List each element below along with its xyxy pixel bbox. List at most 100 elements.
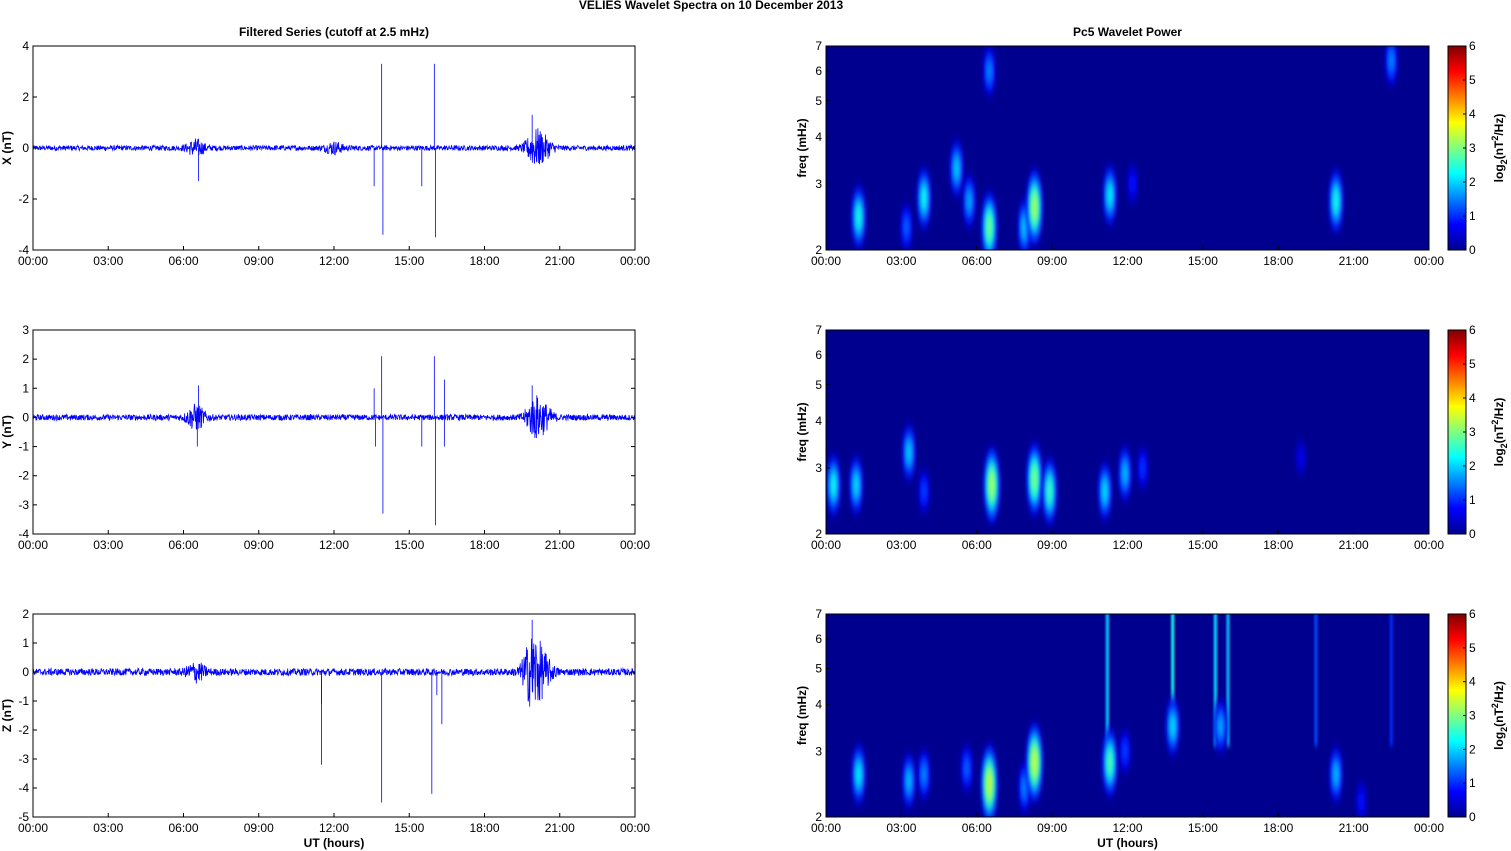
spectral-streak (1314, 614, 1318, 747)
colorbar-tick-label: 5 (1469, 357, 1476, 371)
power-blob (1122, 741, 1128, 761)
x-tick-label: 21:00 (1339, 538, 1369, 552)
x-axis-label: UT (hours) (304, 836, 365, 850)
x-tick-label: 00:00 (811, 254, 841, 268)
y-tick-label: 5 (815, 662, 822, 676)
y-tick-label: 7 (815, 39, 822, 53)
x-tick-label: 12:00 (319, 538, 349, 552)
y-tick-label: 2 (22, 352, 29, 366)
y-tick-label: 6 (815, 348, 822, 362)
colorbar-tick-label: 0 (1469, 243, 1476, 257)
y-tick-label: 5 (815, 378, 822, 392)
x-tick-label: 00:00 (18, 254, 48, 268)
x-tick-label: 09:00 (1037, 821, 1067, 835)
power-blob (1170, 713, 1176, 739)
power-blob (1359, 793, 1364, 811)
z-spectrum-panel: 2 3 4 5 6 7 00:00 03:00 06:00 09:00 12:00 15:00 18:0… (795, 607, 1509, 850)
signal-trace (32, 128, 636, 165)
power-blob (966, 189, 972, 213)
y-tick-label: 3 (815, 744, 822, 758)
y-tick-label: -2 (18, 469, 29, 483)
power-blob (1333, 762, 1339, 787)
x-tick-label: 15:00 (394, 254, 424, 268)
colorbar: 0 1 2 3 4 5 6 log2(nT2/Hz) (1447, 323, 1509, 541)
colorbar-tick-label: 3 (1469, 709, 1476, 723)
y-series-panel: -4 -3 -2 -1 0 1 2 3 00:00 03:00 06:00 09:00 12:00 15:… (0, 323, 650, 552)
x-tick-label: 09:00 (244, 254, 274, 268)
power-blob (1122, 461, 1128, 486)
x-tick-label: 00:00 (1414, 538, 1444, 552)
y-tick-label: -3 (18, 752, 29, 766)
y-tick-label: 4 (22, 39, 29, 53)
colorbar: 0 1 2 3 4 5 6 log2(nT2/Hz) (1447, 39, 1509, 257)
y-tick-label: 3 (815, 461, 822, 475)
signal-trace (32, 395, 636, 439)
x-tick-label: 06:00 (962, 821, 992, 835)
spectral-streak (1105, 614, 1109, 747)
y-tick-label: 4 (815, 414, 822, 428)
colorbar-tick-label: 5 (1469, 641, 1476, 655)
power-blob (1021, 215, 1028, 240)
x-axis-label: UT (hours) (1097, 836, 1158, 850)
y-tick-label: -4 (18, 527, 29, 541)
y-tick-label: 1 (22, 381, 29, 395)
power-blob (1031, 464, 1038, 495)
y-tick-label: 2 (815, 243, 822, 257)
y-tick-label: 7 (815, 607, 822, 621)
panel-title: Pc5 Wavelet Power (1073, 25, 1182, 39)
spectral-streak (1389, 614, 1393, 747)
power-blob (985, 767, 993, 801)
colorbar-tick-label: 4 (1469, 107, 1476, 121)
y-tick-label: 0 (22, 141, 29, 155)
y-tick-label: -5 (18, 810, 29, 824)
x-tick-label: 21:00 (1339, 821, 1369, 835)
power-blob (830, 472, 837, 499)
colorbar-tick-label: 0 (1469, 810, 1476, 824)
y-tick-label: -3 (18, 498, 29, 512)
power-blob (954, 156, 960, 181)
x-tick-label: 00:00 (811, 538, 841, 552)
x-tick-label: 09:00 (1037, 538, 1067, 552)
colorbar-label: log2(nT2/Hz) (1490, 114, 1509, 183)
power-blob (986, 60, 992, 82)
power-blob (1031, 745, 1038, 779)
z-series-panel: -5 -4 -3 -2 -1 0 1 2 00:00 03:00 06:00 09:00 12:00 15… (0, 607, 650, 850)
spectral-streak (1171, 614, 1175, 747)
colorbar-tick-label: 2 (1469, 175, 1476, 189)
power-blob (1102, 478, 1108, 504)
power-blob (986, 212, 993, 243)
power-blob (855, 203, 862, 231)
y-tick-label: 5 (815, 94, 822, 108)
y-tick-label: 4 (815, 698, 822, 712)
power-blob (921, 481, 927, 501)
power-blob (1298, 449, 1303, 466)
x-tick-label: 03:00 (886, 821, 916, 835)
y-tick-label: -2 (18, 723, 29, 737)
y-tick-label: 2 (22, 607, 29, 621)
y-tick-label: -4 (18, 243, 29, 257)
x-tick-label: 18:00 (1263, 538, 1293, 552)
x-tick-label: 03:00 (886, 538, 916, 552)
y-tick-label: 6 (815, 632, 822, 646)
colorbar-tick-label: 6 (1469, 323, 1476, 337)
colorbar-tick-label: 1 (1469, 776, 1476, 790)
power-blob (853, 472, 859, 498)
power-blob (1130, 175, 1135, 193)
x-tick-label: 15:00 (1188, 254, 1218, 268)
y-tick-label: 2 (815, 527, 822, 541)
y-tick-label: 2 (22, 90, 29, 104)
x-tick-label: 15:00 (394, 538, 424, 552)
colorbar-tick-label: 4 (1469, 391, 1476, 405)
x-tick-label: 21:00 (1339, 254, 1369, 268)
plot-area (33, 614, 635, 817)
colorbar: 0 1 2 3 4 5 6 log2(nT2/Hz) (1447, 607, 1509, 824)
x-tick-label: 12:00 (1112, 254, 1142, 268)
x-tick-label: 09:00 (244, 821, 274, 835)
x-tick-label: 18:00 (469, 821, 499, 835)
power-blob (1217, 714, 1223, 738)
spectrogram-background (826, 330, 1429, 534)
x-tick-label: 06:00 (962, 538, 992, 552)
plot-area (33, 330, 635, 534)
y-tick-label: -1 (18, 694, 29, 708)
